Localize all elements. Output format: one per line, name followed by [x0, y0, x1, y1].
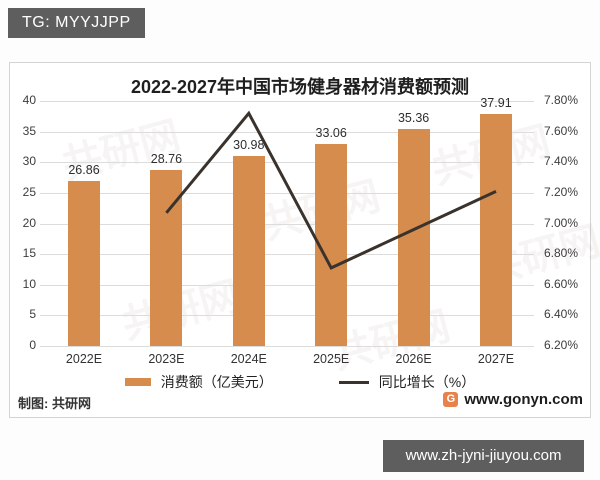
bottom-url-badge: www.zh-jyni-jiuyou.com — [383, 440, 584, 472]
bar-value-label: 26.86 — [68, 163, 100, 178]
bar-value-label: 35.36 — [397, 111, 430, 126]
x-axis-label: 2022E — [65, 352, 103, 366]
left-axis-tick: 25 — [22, 184, 36, 199]
right-axis-tick: 7.40% — [544, 154, 579, 169]
legend: 消费额（亿美元） 同比增长（%） — [10, 372, 590, 392]
gridline — [40, 223, 534, 225]
x-axis-label: 2023E — [148, 352, 185, 366]
gridline — [40, 346, 534, 347]
left-axis-tick: 40 — [22, 93, 36, 107]
bar-value-label: 37.91 — [480, 95, 512, 110]
bar — [397, 129, 430, 346]
left-axis-tick: 5 — [29, 307, 36, 322]
left-axis-tick: 0 — [29, 338, 36, 352]
chart-title: 2022-2027年中国市场健身器材消费额预测 — [130, 77, 470, 97]
legend-line-label: 同比增长（%） — [378, 374, 476, 390]
right-axis-tick: 7.00% — [544, 215, 579, 230]
gridline — [40, 131, 534, 133]
bar-value-label: 28.76 — [150, 151, 183, 166]
gridline — [40, 254, 534, 256]
right-axis-tick: 6.20% — [544, 338, 579, 352]
bar-value-label: 30.98 — [233, 138, 265, 153]
left-axis-tick: 35 — [22, 123, 36, 138]
site-url: www.gonyn.com — [464, 391, 583, 408]
gridline — [40, 192, 534, 194]
bar — [232, 156, 265, 346]
right-axis-tick: 7.80% — [544, 93, 579, 107]
x-axis-label: 2027E — [477, 352, 515, 366]
right-axis-tick: 7.20% — [544, 184, 579, 199]
right-axis-tick: 6.80% — [544, 246, 579, 261]
right-axis-tick: 6.40% — [544, 307, 579, 322]
left-axis-tick: 20 — [22, 215, 36, 230]
right-axis-tick: 7.60% — [544, 123, 579, 138]
gonyn-logo-icon: G — [443, 392, 459, 407]
bar — [150, 169, 183, 346]
bar — [480, 113, 512, 346]
x-axis-label: 2026E — [395, 352, 432, 366]
left-axis-tick: 10 — [22, 276, 36, 291]
gridline — [40, 315, 534, 317]
gridline — [40, 101, 534, 102]
legend-line-swatch-icon — [338, 380, 369, 384]
left-axis-tick: 30 — [22, 154, 36, 169]
tg-watermark-badge: TG: MYYJJPP — [8, 8, 145, 38]
credit-text: 制图: 共研网 — [18, 396, 91, 411]
chart-panel: 共研网共研网共研网共研网共研网共研网 2022-2027年中国市场健身器材消费额… — [9, 62, 600, 418]
x-axis-label: 2025E — [313, 352, 350, 366]
site-link: G www.gonyn.com — [443, 391, 583, 408]
legend-bar-label: 消费额（亿美元） — [160, 374, 273, 390]
right-axis-tick: 6.60% — [544, 276, 579, 291]
legend-bar-swatch-icon — [124, 378, 151, 386]
x-axis-label: 2024E — [230, 352, 267, 366]
gridline — [40, 284, 534, 286]
left-axis-tick: 15 — [22, 246, 36, 261]
bar — [68, 181, 100, 346]
bar — [315, 143, 348, 346]
bar-value-label: 33.06 — [315, 125, 347, 140]
